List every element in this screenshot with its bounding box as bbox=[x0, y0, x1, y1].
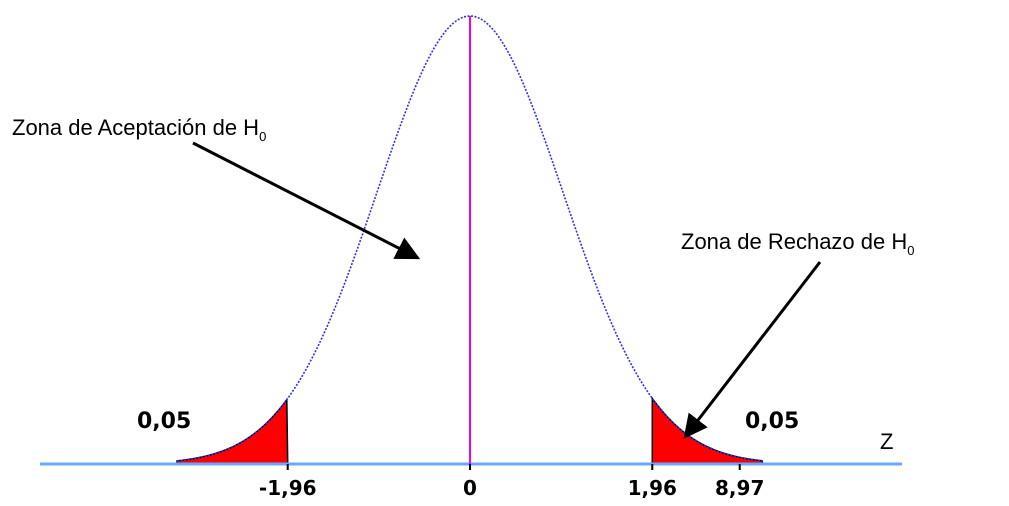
acceptance-zone-label: Zona de Aceptación de H0 bbox=[12, 115, 266, 144]
left-rejection-region bbox=[176, 397, 289, 465]
tick-label-test-statistic: 8,97 bbox=[715, 476, 764, 500]
tick-label-mean: 0 bbox=[463, 476, 477, 500]
tick-label-pos-critical: 1,96 bbox=[628, 476, 677, 500]
right-area-label: 0,05 bbox=[745, 409, 799, 434]
tick-label-neg-critical: -1,96 bbox=[259, 476, 317, 500]
rejection-zone-label: Zona de Rechazo de H0 bbox=[681, 229, 915, 258]
left-area-label: 0,05 bbox=[137, 409, 191, 434]
z-axis-label: Z bbox=[880, 429, 893, 454]
rejection-arrow bbox=[683, 261, 822, 439]
acceptance-arrow bbox=[192, 141, 421, 260]
tick-marks bbox=[286, 464, 741, 470]
